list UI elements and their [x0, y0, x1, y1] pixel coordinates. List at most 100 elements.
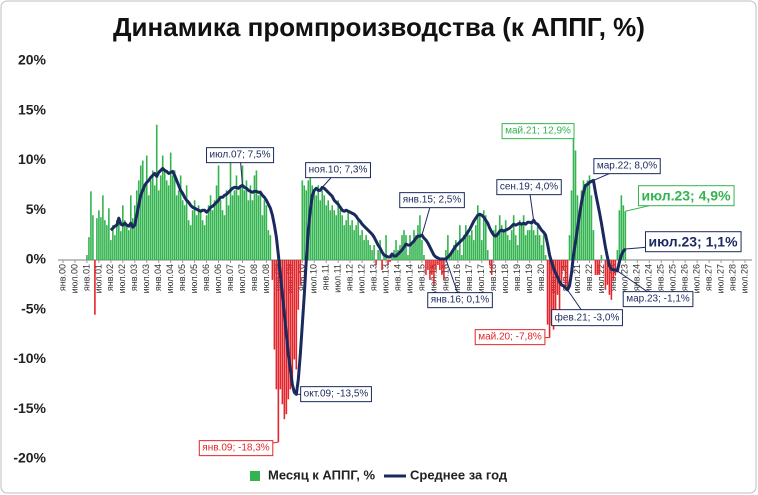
- bar: [435, 260, 437, 270]
- bar: [455, 240, 457, 260]
- bar: [488, 260, 491, 265]
- bar: [126, 225, 128, 260]
- x-tick-label: янв.19: [512, 264, 522, 291]
- bar: [90, 191, 92, 260]
- x-tick-label: янв.15: [416, 264, 426, 291]
- bar: [141, 160, 144, 260]
- bar: [421, 240, 423, 260]
- bar: [233, 190, 236, 260]
- x-tick-label: янв.20: [536, 264, 546, 291]
- bar: [295, 260, 298, 370]
- annotation: ноя.10; 7,3%: [309, 165, 368, 176]
- bar: [472, 240, 475, 260]
- bar: [273, 260, 276, 350]
- bar: [568, 235, 571, 260]
- x-tick-label: июл.17: [476, 264, 486, 293]
- bar: [506, 235, 509, 260]
- x-tick-label: июл.26: [692, 264, 702, 293]
- x-tick-label: янв.26: [680, 264, 690, 291]
- y-tick-label: 5%: [26, 201, 47, 217]
- annotation: мар.22; 8,0%: [597, 161, 657, 172]
- bar: [614, 260, 617, 275]
- bar: [502, 230, 505, 260]
- bar: [474, 225, 477, 260]
- bar: [486, 250, 489, 260]
- bar: [143, 185, 146, 260]
- bar: [498, 215, 501, 260]
- bar: [287, 260, 290, 400]
- bar: [369, 245, 371, 260]
- bar: [259, 190, 262, 260]
- annotation: май.20; -7,8%: [478, 332, 542, 343]
- bar: [494, 225, 497, 260]
- line: [109, 166, 627, 396]
- x-tick-label: янв.22: [584, 264, 594, 291]
- annotation-box: [501, 123, 575, 140]
- bar: [327, 200, 330, 260]
- bar: [149, 180, 152, 260]
- bar: [243, 190, 246, 260]
- bar: [305, 190, 308, 260]
- bar: [425, 260, 427, 275]
- y-tick-label: -10%: [13, 350, 46, 366]
- x-tick-label: янв.16: [440, 264, 450, 291]
- bar: [383, 255, 385, 260]
- bar: [423, 255, 425, 260]
- annotation-box: [496, 179, 562, 196]
- annotation: янв.15; 2,5%: [403, 195, 462, 206]
- bar: [219, 200, 222, 260]
- bar: [490, 260, 493, 275]
- bar: [606, 260, 609, 285]
- bar: [405, 235, 407, 260]
- bar: [578, 210, 581, 260]
- bar: [457, 250, 459, 260]
- bar: [201, 220, 204, 260]
- bar: [339, 210, 341, 260]
- bar: [130, 195, 132, 260]
- bar: [367, 240, 369, 260]
- annotation: мар.23; -1,1%: [626, 294, 690, 305]
- bar: [542, 235, 545, 260]
- bar: [217, 165, 220, 260]
- bar: [265, 205, 268, 260]
- legend-label: Среднее за год: [410, 467, 508, 482]
- x-tick-label: июл.03: [141, 264, 151, 293]
- y-tick-label: -5%: [21, 300, 46, 316]
- x-tick-label: янв.27: [703, 264, 713, 291]
- bar: [550, 260, 553, 325]
- bar: [484, 215, 487, 260]
- bar: [211, 210, 214, 260]
- annotation: июл.07; 7,5%: [210, 150, 271, 161]
- x-tick-label: июл.21: [572, 264, 582, 293]
- bar: [451, 250, 453, 260]
- bar: [301, 180, 304, 260]
- bar: [592, 230, 595, 260]
- bar: [317, 185, 320, 260]
- bar: [120, 231, 122, 260]
- annotation-box: [206, 147, 275, 164]
- bar: [221, 210, 224, 260]
- bar: [347, 210, 349, 260]
- bar: [461, 255, 463, 260]
- x-tick-label: июл.24: [644, 264, 654, 293]
- bar: [102, 195, 104, 260]
- annotation-box: [622, 291, 694, 308]
- bar: [604, 260, 607, 290]
- legend-label: Месяц к АППГ, %: [268, 467, 375, 482]
- x-tick-label: июл.14: [404, 264, 414, 293]
- bar: [100, 217, 102, 260]
- bar: [94, 260, 96, 315]
- bar: [359, 235, 361, 260]
- x-tick-label: июл.04: [165, 264, 175, 293]
- bar: [249, 185, 252, 260]
- bar: [128, 230, 130, 260]
- x-tick-label: янв.14: [392, 264, 402, 291]
- bar: [341, 215, 343, 260]
- bar: [159, 175, 162, 260]
- bar: [528, 230, 531, 260]
- bar: [277, 260, 280, 443]
- bar: [161, 155, 164, 260]
- annotation: июл.23; 4,9%: [641, 188, 731, 204]
- bar: [584, 185, 587, 260]
